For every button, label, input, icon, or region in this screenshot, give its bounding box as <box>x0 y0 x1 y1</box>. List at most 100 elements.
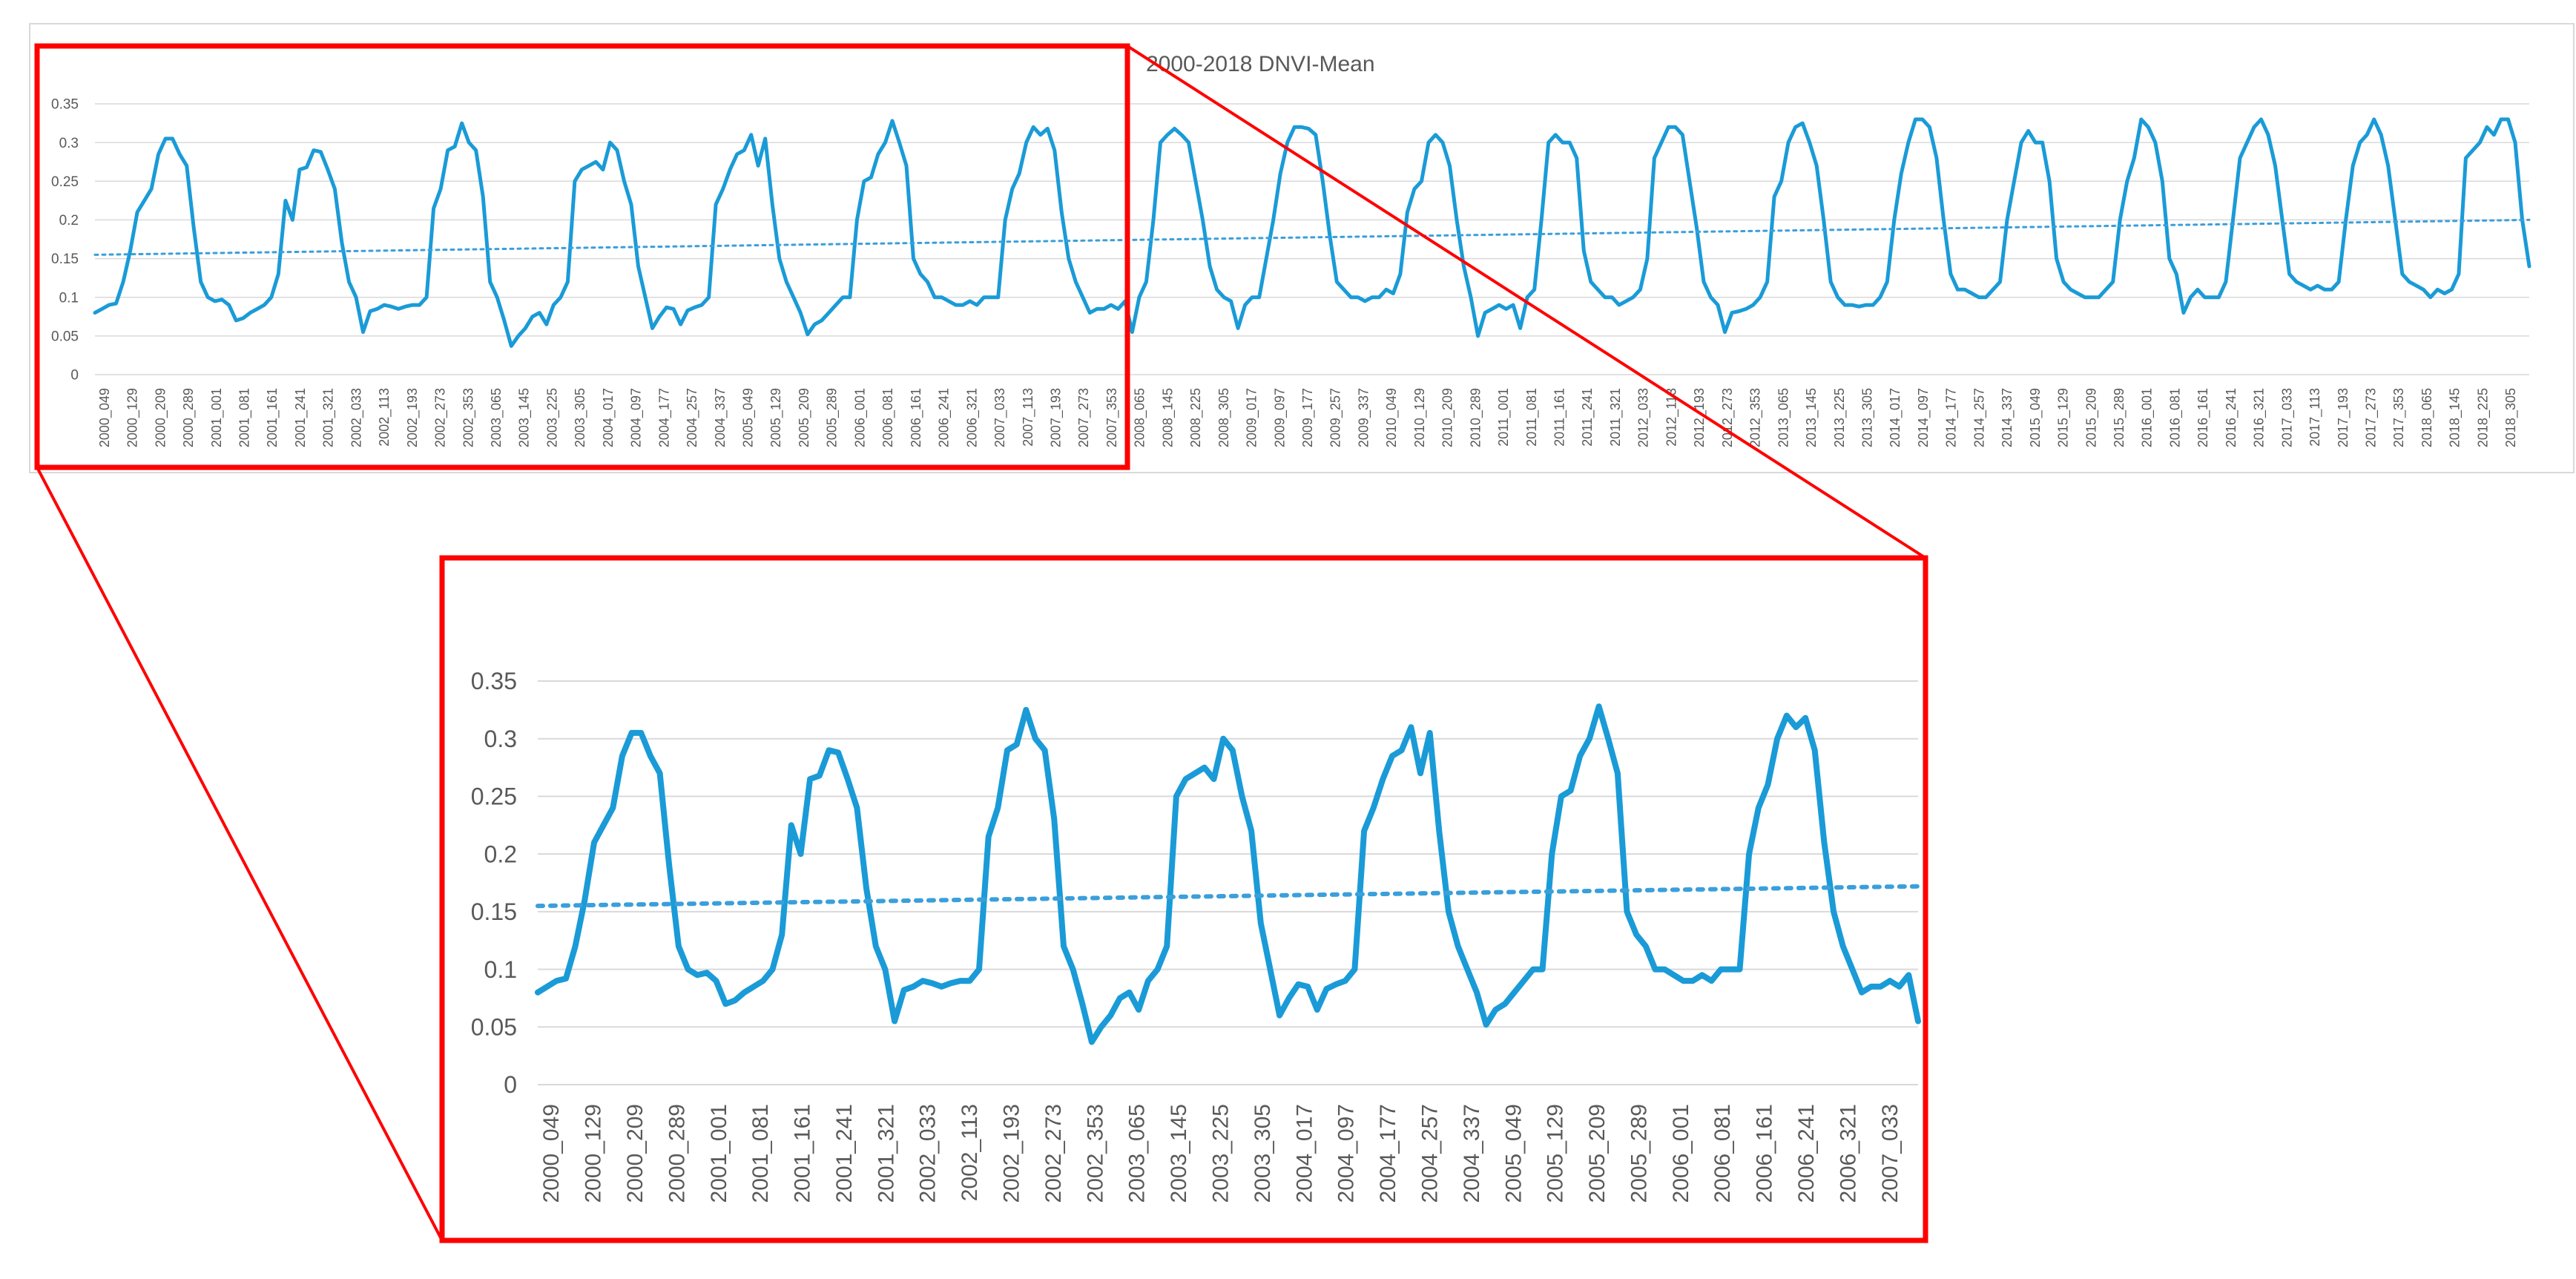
x-tick-label: 2006_081 <box>1710 1104 1735 1203</box>
x-tick-label: 2012_113 <box>1664 388 1679 447</box>
x-tick-label: 2008_225 <box>1188 388 1204 447</box>
x-tick-label: 2009_257 <box>1328 388 1344 447</box>
x-tick-label: 2002_273 <box>1041 1104 1066 1203</box>
x-tick-label: 2016_001 <box>2140 388 2155 447</box>
x-tick-label: 2007_033 <box>1878 1104 1903 1203</box>
x-tick-label: 2000_209 <box>623 1104 648 1203</box>
x-tick-label: 2004_177 <box>1376 1104 1400 1203</box>
x-tick-label: 2006_321 <box>1836 1104 1860 1203</box>
x-tick-label: 2010_209 <box>1440 388 1456 447</box>
y-tick-label: 0.2 <box>484 841 517 867</box>
x-tick-label: 2002_033 <box>349 388 364 447</box>
highlight-box-overview <box>34 43 1130 470</box>
zoom-plot-area <box>535 703 1921 1045</box>
y-tick-label: 0 <box>504 1071 517 1098</box>
x-tick-label: 2013_305 <box>1859 388 1875 447</box>
x-tick-label: 2016_081 <box>2167 388 2183 447</box>
x-tick-label: 2015_209 <box>2083 388 2099 447</box>
x-tick-label: 2001_081 <box>748 1104 773 1203</box>
x-tick-label: 2013_225 <box>1832 388 1848 447</box>
series-line <box>93 117 2531 348</box>
x-tick-label: 2018_145 <box>2448 388 2463 447</box>
y-tick-label: 0.25 <box>51 174 79 190</box>
overview-chart-frame <box>29 23 2575 473</box>
x-tick-label: 2012_193 <box>1692 388 1707 447</box>
x-tick-label: 2010_049 <box>1384 388 1400 447</box>
zoom-x-axis: 2000_049 2000_129 2000_209 2000_289 2001_001… <box>539 1104 1903 1203</box>
y-tick-label: 0.25 <box>471 783 517 810</box>
x-tick-label: 2011_241 <box>1580 388 1595 447</box>
y-tick-label: 0.1 <box>59 290 79 306</box>
x-tick-label: 2002_113 <box>377 388 392 447</box>
x-tick-label: 2010_289 <box>1468 388 1483 447</box>
overview-plot-area <box>93 117 2531 348</box>
x-tick-label: 2011_161 <box>1552 388 1568 447</box>
x-tick-label: 2012_033 <box>1636 388 1652 447</box>
y-tick-label: 0.2 <box>59 213 79 228</box>
x-tick-label: 2009_017 <box>1245 388 1260 447</box>
x-tick-label: 2016_321 <box>2252 388 2267 447</box>
x-tick-label: 2003_305 <box>573 388 588 447</box>
x-tick-label: 2002_033 <box>916 1104 941 1203</box>
x-tick-label: 2002_273 <box>433 388 449 447</box>
x-tick-label: 2015_049 <box>2028 388 2043 447</box>
highlight-box-zoom <box>439 555 1928 1243</box>
y-tick-label: 0.3 <box>59 136 79 151</box>
x-tick-label: 2017_273 <box>2364 388 2379 447</box>
y-tick-label: 0.05 <box>51 329 79 345</box>
x-tick-label: 2003_305 <box>1251 1104 1275 1203</box>
x-tick-label: 2017_353 <box>2391 388 2407 447</box>
x-tick-label: 2013_065 <box>1776 388 1791 447</box>
x-tick-label: 2001_241 <box>293 388 309 447</box>
connector-line-right <box>1126 45 1927 559</box>
x-tick-label: 2016_241 <box>2224 388 2239 447</box>
x-tick-label: 2008_065 <box>1133 388 1148 447</box>
x-tick-label: 2018_065 <box>2419 388 2435 447</box>
x-tick-label: 2012_273 <box>1720 388 1736 447</box>
x-tick-label: 2004_017 <box>1292 1104 1317 1203</box>
x-tick-label: 2004_017 <box>601 388 616 447</box>
x-tick-label: 2006_001 <box>1669 1104 1693 1203</box>
x-tick-label: 2005_049 <box>1501 1104 1526 1203</box>
x-tick-label: 2014_097 <box>1916 388 1931 447</box>
x-tick-label: 2011_321 <box>1608 388 1624 447</box>
x-tick-label: 2001_321 <box>874 1104 898 1203</box>
x-tick-label: 2006_001 <box>852 388 868 447</box>
x-tick-label: 2006_161 <box>1753 1104 1777 1203</box>
x-tick-label: 2014_177 <box>1944 388 1960 447</box>
x-tick-label: 2001_081 <box>237 388 252 447</box>
zoom-gridlines <box>538 680 1918 1085</box>
x-tick-label: 2000_289 <box>665 1104 689 1203</box>
x-tick-label: 2000_049 <box>97 388 113 447</box>
x-tick-label: 2005_289 <box>1627 1104 1651 1203</box>
x-tick-label: 2004_337 <box>1460 1104 1484 1203</box>
x-tick-label: 2012_353 <box>1748 388 1764 447</box>
x-tick-label: 2007_353 <box>1104 388 1120 447</box>
y-tick-label: 0.05 <box>471 1013 517 1040</box>
x-tick-label: 2004_257 <box>685 388 700 447</box>
overview-gridlines <box>95 103 2529 375</box>
x-tick-label: 2004_097 <box>1334 1104 1359 1203</box>
y-tick-label: 0.35 <box>471 668 517 694</box>
x-tick-label: 2011_081 <box>1524 388 1540 447</box>
x-tick-label: 2004_337 <box>713 388 728 447</box>
x-tick-label: 2003_065 <box>1125 1104 1150 1203</box>
x-tick-label: 2002_193 <box>1000 1104 1024 1203</box>
x-tick-label: 2005_209 <box>1585 1104 1610 1203</box>
y-tick-label: 0.15 <box>51 251 79 267</box>
x-tick-label: 2014_257 <box>1971 388 1987 447</box>
y-tick-label: 0 <box>70 368 79 384</box>
x-tick-label: 2015_289 <box>2112 388 2127 447</box>
x-tick-label: 2000_049 <box>539 1104 564 1203</box>
x-tick-label: 2001_321 <box>321 388 337 447</box>
x-tick-label: 2005_129 <box>1544 1104 1568 1203</box>
overview-chart-title: 2000-2018 DNVI-Mean <box>1146 52 1375 76</box>
x-tick-label: 2005_289 <box>825 388 840 447</box>
y-tick-label: 0.35 <box>51 97 79 113</box>
x-tick-label: 2018_225 <box>2475 388 2491 447</box>
connector-line-left <box>36 467 444 1241</box>
x-tick-label: 2009_097 <box>1272 388 1288 447</box>
x-tick-label: 2017_113 <box>2307 388 2323 447</box>
x-tick-label: 2001_161 <box>265 388 280 447</box>
